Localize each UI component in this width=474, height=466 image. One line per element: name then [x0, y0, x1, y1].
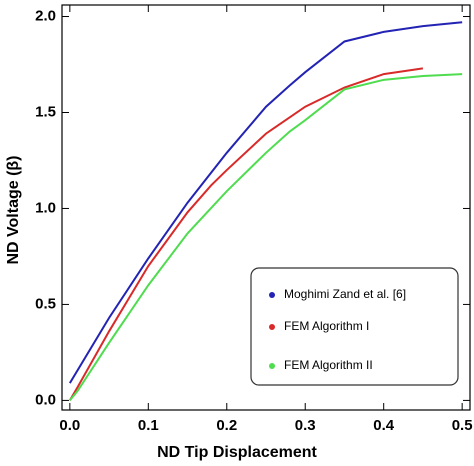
x-tick-label: 0.1 [138, 417, 159, 434]
legend-marker [269, 324, 275, 330]
legend-label: FEM Algorithm II [284, 358, 373, 372]
legend-label: Moghimi Zand et al. [6] [284, 287, 406, 301]
legend-box [250, 267, 459, 386]
legend-marker [269, 363, 275, 369]
series-line [68, 21, 463, 384]
y-tick-label: 0.0 [35, 391, 56, 408]
y-tick-label: 2.0 [35, 7, 56, 24]
series-line [68, 67, 424, 401]
x-tick-label: 0.0 [59, 417, 80, 434]
y-axis-label: ND Voltage (β) [5, 155, 22, 264]
x-tick-label: 0.2 [216, 417, 237, 434]
x-tick-label: 0.3 [295, 417, 316, 434]
legend-marker [269, 292, 275, 298]
series-line [69, 73, 463, 402]
y-tick-label: 0.5 [35, 295, 56, 312]
y-tick-label: 1.0 [35, 199, 56, 216]
legend-label: FEM Algorithm I [284, 319, 369, 333]
x-tick-label: 0.4 [373, 417, 395, 434]
x-axis-label: ND Tip Displacement [157, 444, 317, 461]
x-tick-label: 0.5 [452, 417, 473, 434]
y-tick-label: 1.5 [35, 103, 56, 120]
plot-frame [61, 4, 471, 411]
